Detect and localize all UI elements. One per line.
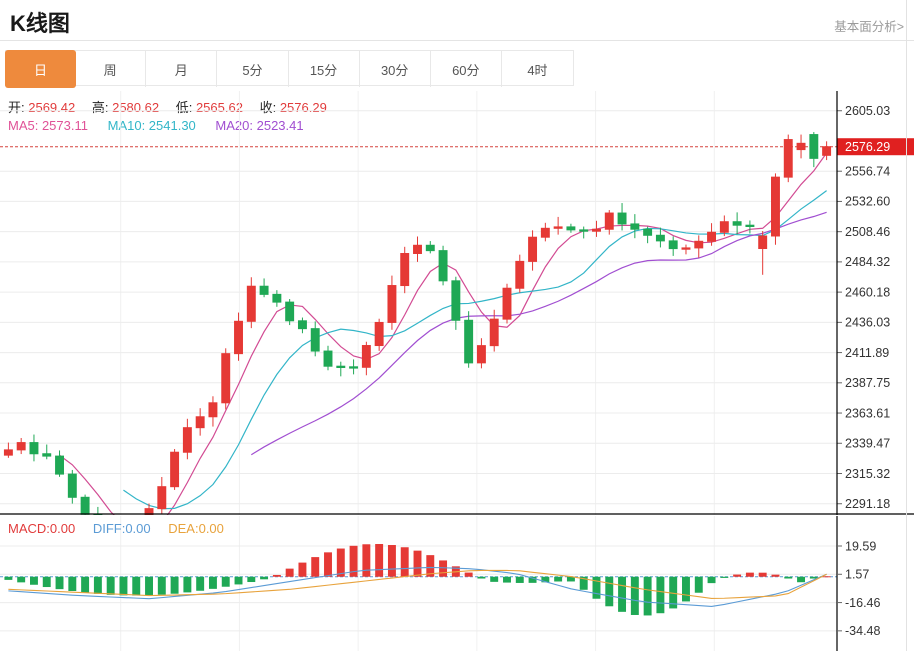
svg-text:2411.89: 2411.89: [845, 346, 889, 360]
svg-text:1.57: 1.57: [845, 568, 869, 582]
svg-text:2508.46: 2508.46: [845, 225, 890, 239]
svg-text:2315.32: 2315.32: [845, 467, 890, 481]
svg-text:19.59: 19.59: [845, 539, 876, 553]
svg-text:2291.18: 2291.18: [845, 497, 890, 511]
svg-text:2484.32: 2484.32: [845, 255, 890, 269]
svg-text:2576.29: 2576.29: [845, 140, 890, 154]
svg-text:-16.46: -16.46: [845, 596, 880, 610]
svg-text:2363.61: 2363.61: [845, 406, 890, 420]
svg-text:2605.03: 2605.03: [845, 104, 890, 118]
svg-text:2532.60: 2532.60: [845, 195, 890, 209]
svg-text:2387.75: 2387.75: [845, 376, 890, 390]
svg-text:2556.74: 2556.74: [845, 165, 890, 179]
svg-text:2339.47: 2339.47: [845, 437, 890, 451]
svg-text:2460.18: 2460.18: [845, 285, 890, 299]
svg-text:2436.03: 2436.03: [845, 316, 890, 330]
svg-text:-34.48: -34.48: [845, 624, 880, 638]
